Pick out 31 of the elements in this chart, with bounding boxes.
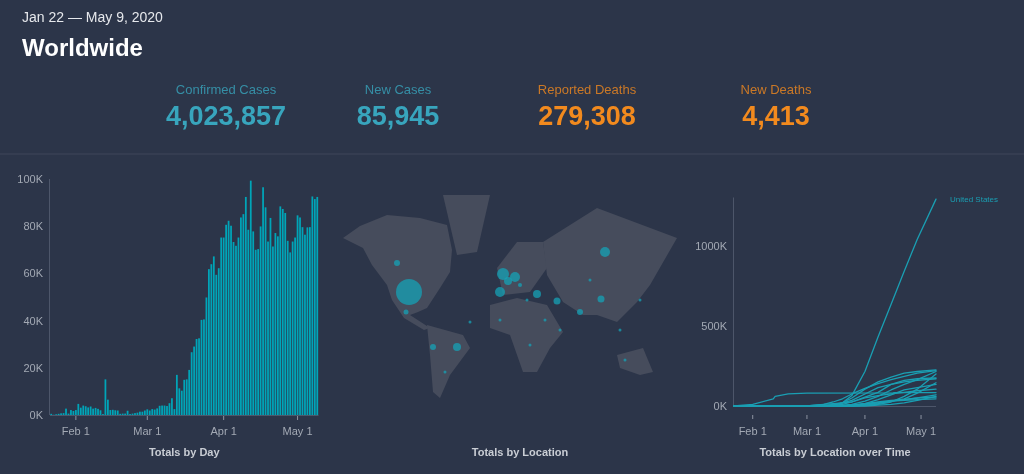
x-tick-label: May 1: [906, 425, 937, 437]
x-tick-label: May 1: [282, 425, 313, 437]
x-tick-label: Feb 1: [61, 425, 90, 437]
y-tick-label: 0K: [713, 400, 728, 412]
text: Worldwide: [22, 33, 143, 61]
text: Totals by Location: [471, 446, 569, 458]
y-tick-label: 40K: [23, 314, 44, 327]
y-tick-label: 0K: [29, 409, 44, 421]
y-tick-label: 1000K: [695, 239, 728, 252]
x-axis-title: Totals by Location over Time: [759, 446, 911, 458]
x-tick-label: Apr 1: [851, 425, 879, 437]
y-tick-label: 100K: [17, 173, 44, 185]
text: Jan 22 — May 9, 2020: [22, 9, 164, 25]
x-tick-label: Apr 1: [210, 425, 237, 437]
text: 4,023,857: [165, 101, 287, 131]
text: 4,413: [742, 101, 810, 131]
x-axis-title: Totals by Day: [148, 446, 221, 458]
category-label: New Cases: [364, 81, 432, 97]
text: 279,308: [538, 101, 636, 131]
y-tick-label: 80K: [23, 220, 44, 233]
x-tick-label: Feb 1: [738, 425, 767, 437]
y-tick-label: 20K: [23, 361, 44, 374]
text: 85,945: [356, 101, 440, 131]
y-tick-label: 60K: [23, 267, 44, 280]
category-label: Confirmed Cases: [175, 81, 277, 97]
x-tick-label: Mar 1: [133, 425, 162, 437]
series-label: United States: [950, 194, 999, 204]
y-tick-label: 500K: [701, 319, 728, 332]
category-label: New Deaths: [740, 81, 812, 97]
x-tick-label: Mar 1: [792, 425, 822, 437]
category-label: Reported Deaths: [537, 81, 637, 97]
